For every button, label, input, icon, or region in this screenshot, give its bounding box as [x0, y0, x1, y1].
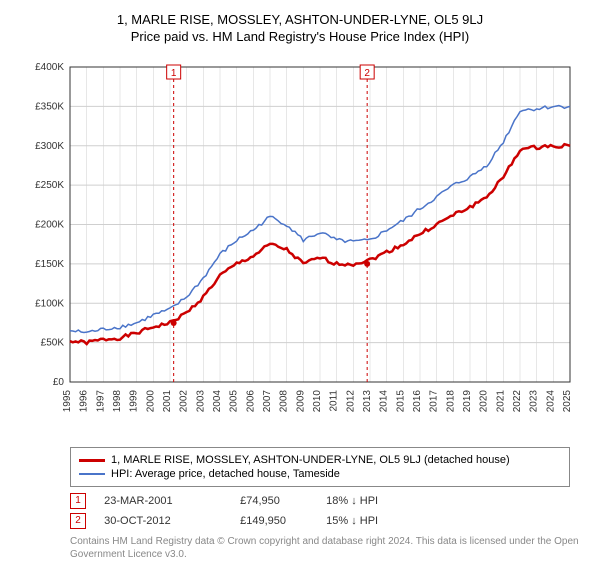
sale-row: 2 30-OCT-2012 £149,950 15% ↓ HPI: [70, 513, 590, 529]
svg-text:£350K: £350K: [35, 101, 64, 112]
svg-text:2019: 2019: [462, 390, 473, 413]
svg-text:2010: 2010: [312, 390, 323, 413]
svg-text:2005: 2005: [229, 390, 240, 413]
svg-text:2011: 2011: [329, 390, 340, 412]
svg-text:2013: 2013: [362, 390, 373, 413]
sale-price: £149,950: [240, 515, 320, 527]
legend-label: HPI: Average price, detached house, Tame…: [111, 468, 340, 480]
svg-text:£150K: £150K: [35, 259, 64, 270]
legend: 1, MARLE RISE, MOSSLEY, ASHTON-UNDER-LYN…: [70, 447, 570, 487]
svg-text:2016: 2016: [412, 390, 423, 413]
svg-text:£0: £0: [53, 377, 65, 388]
svg-text:2014: 2014: [379, 390, 390, 413]
sale-marker-icon: 1: [70, 493, 86, 509]
sale-row: 1 23-MAR-2001 £74,950 18% ↓ HPI: [70, 493, 590, 509]
legend-label: 1, MARLE RISE, MOSSLEY, ASHTON-UNDER-LYN…: [111, 454, 510, 466]
svg-text:2008: 2008: [279, 390, 290, 413]
line-chart: £0 £50K £100K £150K £200K £250K £300K £350K £400…: [20, 52, 580, 432]
svg-text:£250K: £250K: [35, 180, 64, 191]
sale-pct-vs-hpi: 15% ↓ HPI: [326, 515, 436, 527]
svg-text:2020: 2020: [479, 390, 490, 413]
svg-text:2: 2: [364, 68, 370, 79]
legend-swatch: [79, 459, 105, 462]
svg-text:2025: 2025: [562, 390, 573, 413]
sale-pct-vs-hpi: 18% ↓ HPI: [326, 495, 436, 507]
sale-date: 23-MAR-2001: [104, 495, 234, 507]
svg-text:1996: 1996: [79, 390, 90, 413]
sale-price: £74,950: [240, 495, 320, 507]
svg-text:2018: 2018: [445, 390, 456, 413]
svg-text:£50K: £50K: [41, 338, 65, 349]
svg-text:2003: 2003: [195, 390, 206, 413]
legend-row: 1, MARLE RISE, MOSSLEY, ASHTON-UNDER-LYN…: [79, 454, 561, 466]
page-title: 1, MARLE RISE, MOSSLEY, ASHTON-UNDER-LYN…: [10, 12, 590, 27]
svg-text:2001: 2001: [162, 390, 173, 413]
sale-marker-icon: 2: [70, 513, 86, 529]
footnote: Contains HM Land Registry data © Crown c…: [70, 535, 590, 561]
svg-text:1995: 1995: [62, 390, 73, 413]
svg-text:2002: 2002: [179, 390, 190, 413]
legend-swatch: [79, 473, 105, 475]
svg-text:£300K: £300K: [35, 141, 64, 152]
svg-text:£400K: £400K: [35, 62, 64, 73]
page-subtitle: Price paid vs. HM Land Registry's House …: [10, 29, 590, 44]
svg-text:2023: 2023: [529, 390, 540, 413]
svg-text:2006: 2006: [245, 390, 256, 413]
svg-text:2024: 2024: [545, 390, 556, 413]
svg-text:£200K: £200K: [35, 220, 64, 231]
svg-text:1997: 1997: [95, 390, 106, 413]
legend-row: HPI: Average price, detached house, Tame…: [79, 468, 561, 480]
svg-text:2009: 2009: [295, 390, 306, 413]
svg-text:2000: 2000: [145, 390, 156, 413]
svg-text:1998: 1998: [112, 390, 123, 413]
svg-text:1: 1: [171, 68, 177, 79]
svg-text:2012: 2012: [345, 390, 356, 413]
svg-text:2007: 2007: [262, 390, 273, 413]
svg-text:2021: 2021: [495, 390, 506, 413]
svg-text:2017: 2017: [429, 390, 440, 413]
svg-text:2004: 2004: [212, 390, 223, 413]
svg-text:2022: 2022: [512, 390, 523, 413]
svg-text:1999: 1999: [129, 390, 140, 413]
chart-container: £0 £50K £100K £150K £200K £250K £300K £350K £400…: [20, 52, 580, 437]
svg-text:2015: 2015: [395, 390, 406, 413]
sale-date: 30-OCT-2012: [104, 515, 234, 527]
svg-text:£100K: £100K: [35, 298, 64, 309]
